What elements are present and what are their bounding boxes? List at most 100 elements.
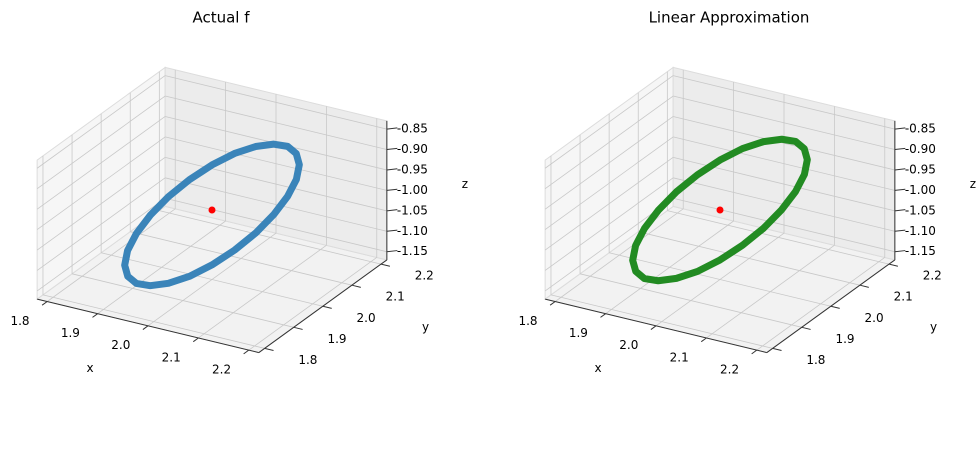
tick-mark bbox=[894, 250, 906, 253]
z-tick-label: -1.15 bbox=[397, 244, 428, 258]
tick-mark bbox=[894, 188, 906, 191]
tick-mark bbox=[600, 313, 606, 318]
z-tick-label: -0.95 bbox=[905, 162, 936, 176]
z-axis-label: z bbox=[462, 177, 468, 191]
grid-line bbox=[165, 95, 387, 150]
tick-mark bbox=[386, 209, 398, 212]
tick-mark bbox=[386, 147, 398, 151]
grid-line bbox=[165, 156, 387, 212]
grid-line bbox=[673, 197, 895, 253]
tick-mark bbox=[700, 337, 707, 343]
z-tick-label: -1.15 bbox=[905, 244, 936, 258]
y-tick-label: 2.2 bbox=[415, 269, 434, 283]
grid-line bbox=[165, 177, 387, 232]
grid-line bbox=[673, 116, 895, 171]
tick-mark bbox=[192, 337, 199, 343]
z-tick-label: -1.00 bbox=[905, 183, 936, 197]
tick-mark bbox=[894, 168, 906, 171]
x-axis-line bbox=[545, 298, 767, 354]
grid-line bbox=[36, 95, 166, 190]
x-tick-label: 1.9 bbox=[569, 326, 588, 340]
tick-mark bbox=[894, 229, 906, 232]
tick-mark bbox=[859, 284, 869, 288]
z-tick-label: -0.85 bbox=[397, 122, 428, 136]
y-tick-label: 1.8 bbox=[806, 353, 825, 367]
y-tick-label: 1.8 bbox=[298, 353, 317, 367]
chart-title: Actual f bbox=[192, 9, 250, 27]
tick-mark bbox=[386, 168, 398, 171]
y-axis-label: y bbox=[422, 320, 429, 334]
x-tick-label: 1.8 bbox=[10, 314, 29, 328]
tick-mark bbox=[894, 147, 906, 151]
grid-line bbox=[165, 136, 387, 191]
grid-line bbox=[165, 197, 387, 253]
grid-line bbox=[673, 75, 895, 130]
x-tick-label: 2.1 bbox=[670, 350, 689, 364]
grid-line bbox=[165, 75, 387, 130]
x-tick-label: 2.0 bbox=[619, 338, 638, 352]
x-tick-label: 2.2 bbox=[212, 363, 231, 377]
grid-line bbox=[36, 116, 166, 210]
tick-mark bbox=[386, 127, 398, 130]
grid-line bbox=[609, 252, 831, 307]
point bbox=[208, 206, 216, 214]
tick-mark bbox=[830, 305, 840, 309]
x-tick-label: 2.2 bbox=[720, 363, 739, 377]
z-tick-label: -0.90 bbox=[397, 142, 428, 156]
grid-line bbox=[544, 116, 674, 210]
grid-line bbox=[36, 197, 166, 292]
z-tick-label: -0.85 bbox=[905, 122, 936, 136]
tick-mark bbox=[322, 305, 332, 309]
grid-line bbox=[673, 136, 895, 191]
point bbox=[716, 206, 724, 214]
grid-line bbox=[36, 157, 166, 251]
grid-line bbox=[36, 136, 166, 230]
x-axis-label: x bbox=[594, 361, 601, 375]
grid-line bbox=[667, 210, 890, 265]
tick-mark bbox=[264, 347, 274, 351]
grid-line bbox=[550, 294, 773, 349]
y-tick-label: 2.0 bbox=[357, 311, 376, 325]
grid-line bbox=[544, 136, 674, 230]
y-tick-label: 2.1 bbox=[386, 290, 405, 304]
z-axis-label: z bbox=[970, 177, 976, 191]
tick-mark bbox=[142, 325, 149, 330]
chart-title: Linear Approximation bbox=[649, 9, 810, 27]
x-tick-label: 1.9 bbox=[61, 326, 80, 340]
tick-mark bbox=[243, 349, 250, 355]
y-tick-label: 1.9 bbox=[835, 332, 854, 346]
z-tick-label: -0.95 bbox=[397, 162, 428, 176]
tick-mark bbox=[772, 347, 782, 351]
y-tick-label: 2.2 bbox=[923, 269, 942, 283]
tick-mark bbox=[650, 325, 657, 330]
tick-mark bbox=[92, 313, 98, 318]
grid-line bbox=[544, 157, 674, 251]
x-tick-label: 1.8 bbox=[518, 314, 537, 328]
grid-line bbox=[71, 273, 294, 328]
tick-mark bbox=[386, 229, 398, 232]
grid-line bbox=[130, 231, 353, 286]
tick-mark bbox=[801, 326, 811, 330]
x-axis-line bbox=[37, 298, 259, 354]
x-axis-label: x bbox=[86, 361, 93, 375]
tick-mark bbox=[41, 301, 48, 306]
tick-mark bbox=[894, 127, 906, 130]
grid-line bbox=[544, 95, 674, 190]
z-tick-label: -1.10 bbox=[905, 224, 936, 238]
line-3d bbox=[121, 140, 303, 290]
z-tick-label: -1.05 bbox=[397, 203, 428, 217]
grid-line bbox=[638, 231, 861, 286]
y-axis-label: y bbox=[930, 320, 937, 334]
y-tick-label: 1.9 bbox=[327, 332, 346, 346]
line-3d bbox=[629, 135, 811, 285]
tick-mark bbox=[386, 188, 398, 191]
grid-line bbox=[544, 177, 674, 271]
tick-mark bbox=[293, 326, 303, 330]
grid-line bbox=[159, 210, 382, 265]
tick-mark bbox=[894, 209, 906, 212]
tick-mark bbox=[386, 250, 398, 253]
grid-line bbox=[42, 294, 265, 349]
tick-mark bbox=[351, 284, 361, 288]
z-tick-label: -0.90 bbox=[905, 142, 936, 156]
